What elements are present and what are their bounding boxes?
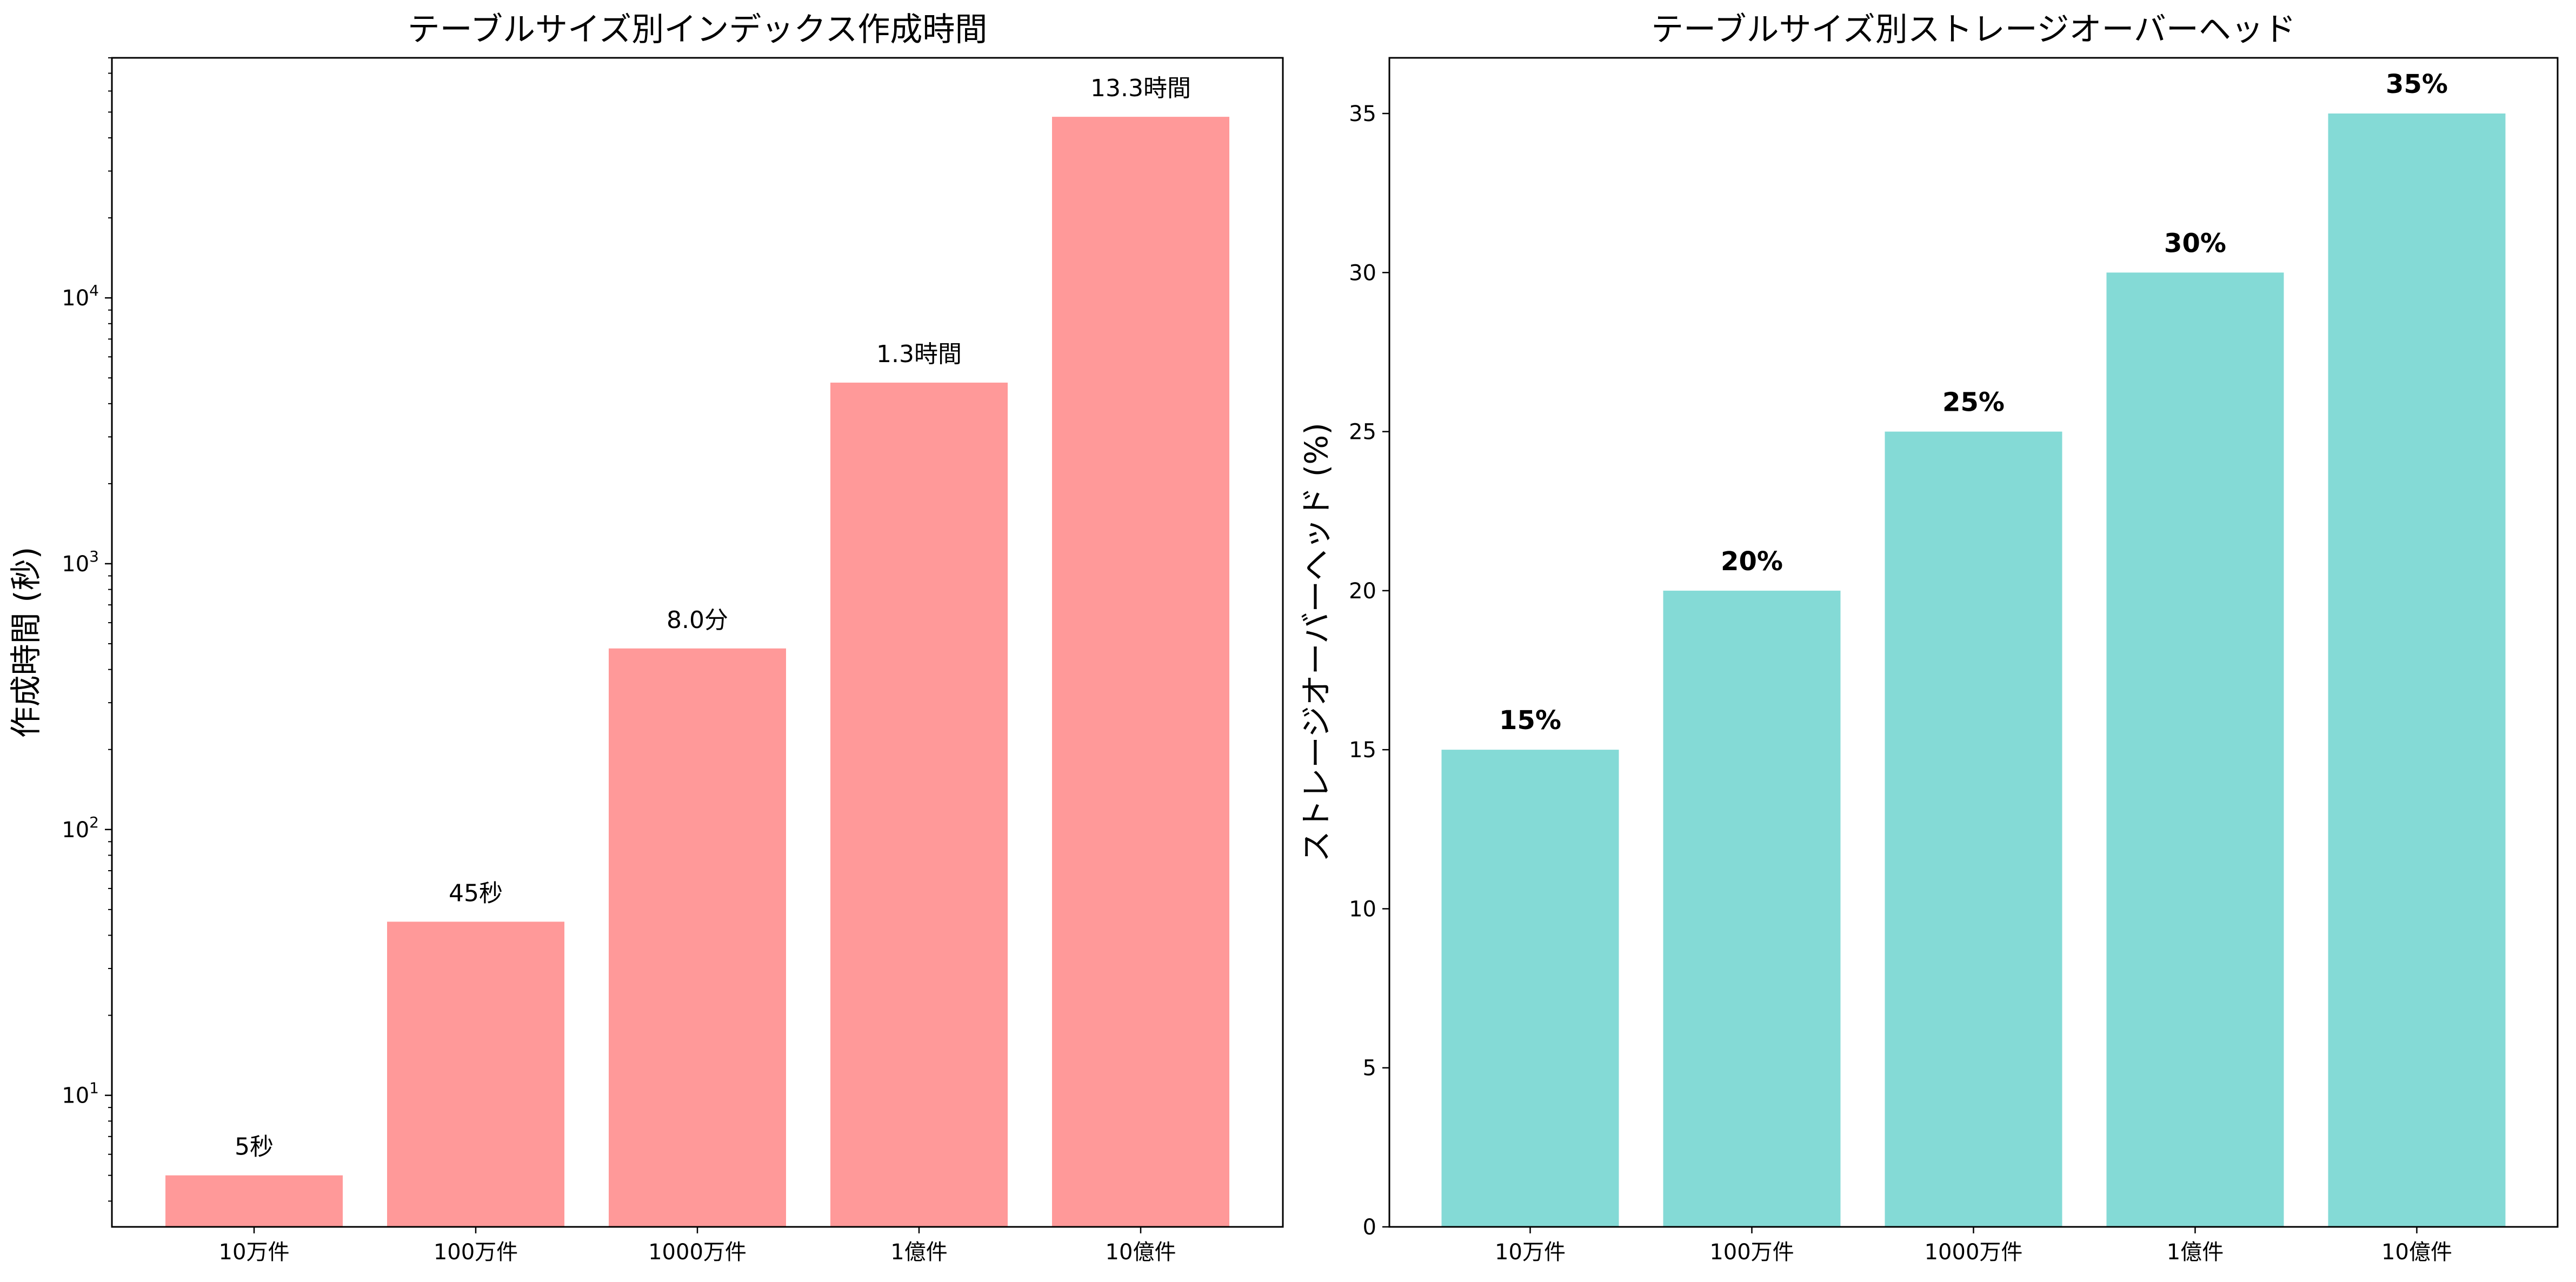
y-tick-label: 102 <box>62 813 99 843</box>
x-tick-label: 1000万件 <box>648 1240 747 1265</box>
bar <box>165 1175 343 1227</box>
chart-creation-time: 5秒 10万件 45秒 100万件 8.0分 1000万件 1.3時間 1億件 13.3時間 10… <box>8 11 1284 1265</box>
y-axis-label: 作成時間 (秒) <box>8 547 44 738</box>
x-tick-label: 1億件 <box>2167 1240 2224 1265</box>
chart-storage-overhead: 15% 10万件 20% 100万件 25% 1000万件 30% 1億件 35% 10億件 0 5 1… <box>1298 11 2559 1265</box>
y-axis-label: ストレージオーバーヘッド (%) <box>1298 423 1335 862</box>
bar <box>1441 750 1619 1227</box>
x-tick-label: 100万件 <box>1709 1240 1794 1265</box>
data-label: 1.3時間 <box>876 340 962 368</box>
axes-frame <box>111 57 1284 1228</box>
y-tick-label: 15 <box>1349 738 1376 763</box>
x-tick-label: 10億件 <box>2381 1240 2452 1265</box>
bar <box>609 648 786 1227</box>
data-label: 20% <box>1721 546 1783 577</box>
data-label: 45秒 <box>449 879 503 907</box>
data-label: 13.3時間 <box>1090 75 1191 102</box>
x-tick-label: 10億件 <box>1106 1240 1176 1265</box>
data-label: 5秒 <box>235 1133 274 1161</box>
data-label: 15% <box>1499 705 1561 736</box>
bar <box>1885 431 2062 1227</box>
y-tick-label: 103 <box>62 547 99 577</box>
x-tick-label: 10万件 <box>219 1240 290 1265</box>
axes-frame <box>1388 57 2559 1228</box>
chart-title: テーブルサイズ別ストレージオーバーヘッド <box>1651 11 2296 49</box>
y-tick-label: 10 <box>1349 897 1376 922</box>
data-label: 35% <box>2386 69 2448 99</box>
y-tick-label: 30 <box>1349 261 1376 285</box>
y-tick-label: 20 <box>1349 579 1376 604</box>
x-tick-label: 1億件 <box>890 1240 947 1265</box>
y-tick-label: 5 <box>1363 1056 1376 1081</box>
x-tick-label: 100万件 <box>434 1240 518 1265</box>
bar <box>2328 113 2506 1227</box>
y-tick-label: 0 <box>1363 1215 1376 1240</box>
y-tick-label: 35 <box>1349 102 1376 126</box>
bar <box>2106 272 2284 1227</box>
bar <box>830 382 1008 1227</box>
bar <box>1052 117 1229 1227</box>
bar <box>1663 590 1841 1227</box>
data-label: 30% <box>2164 228 2226 258</box>
x-tick-label: 10万件 <box>1495 1240 1566 1265</box>
data-label: 25% <box>1942 388 2005 418</box>
chart-title: テーブルサイズ別インデックス作成時間 <box>408 11 988 49</box>
y-tick-label: 104 <box>62 282 99 311</box>
x-tick-label: 1000万件 <box>1925 1240 2023 1265</box>
y-tick-label: 101 <box>62 1079 99 1109</box>
data-label: 8.0分 <box>667 606 728 634</box>
y-tick-label: 25 <box>1349 420 1376 445</box>
bar <box>387 922 564 1227</box>
